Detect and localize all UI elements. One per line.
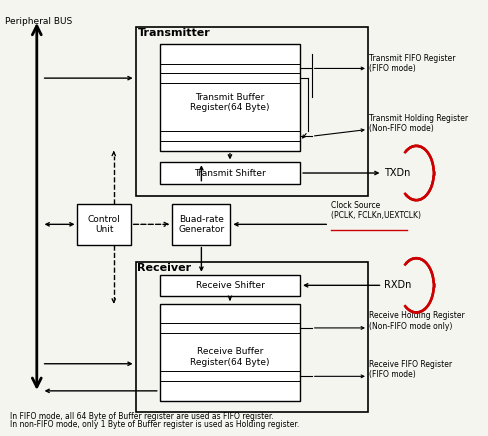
Text: In FIFO mode, all 64 Byte of Buffer register are used as FIFO register.: In FIFO mode, all 64 Byte of Buffer regi… — [10, 412, 273, 421]
Text: Peripheral BUS: Peripheral BUS — [5, 17, 72, 26]
Text: Transmit Buffer
Register(64 Byte): Transmit Buffer Register(64 Byte) — [190, 92, 270, 112]
Text: Receive FIFO Register
(FIFO mode): Receive FIFO Register (FIFO mode) — [369, 360, 452, 379]
Text: Control
Unit: Control Unit — [88, 215, 121, 234]
Text: Receiver: Receiver — [138, 263, 192, 273]
FancyBboxPatch shape — [160, 162, 300, 184]
FancyBboxPatch shape — [172, 204, 230, 245]
Text: TXDn: TXDn — [385, 168, 411, 178]
FancyBboxPatch shape — [160, 275, 300, 296]
Text: Receive Holding Register
(Non-FIFO mode only): Receive Holding Register (Non-FIFO mode … — [369, 311, 465, 331]
Text: Buad-rate
Generator: Buad-rate Generator — [178, 215, 224, 234]
Text: RXDn: RXDn — [385, 280, 412, 290]
Text: Clock Source
(PCLK, FCLKn,UEXTCLK): Clock Source (PCLK, FCLKn,UEXTCLK) — [331, 201, 421, 221]
Text: Receive Shifter: Receive Shifter — [196, 281, 264, 290]
Text: Receive Buffer
Register(64 Byte): Receive Buffer Register(64 Byte) — [190, 347, 270, 367]
Text: Transmit Shifter: Transmit Shifter — [194, 168, 266, 177]
Text: Transmitter: Transmitter — [138, 28, 210, 38]
FancyBboxPatch shape — [160, 304, 300, 401]
FancyBboxPatch shape — [160, 44, 300, 151]
Text: Transmit FIFO Register
(FIFO mode): Transmit FIFO Register (FIFO mode) — [369, 54, 455, 73]
FancyBboxPatch shape — [136, 27, 368, 196]
FancyBboxPatch shape — [136, 262, 368, 412]
FancyBboxPatch shape — [78, 204, 131, 245]
Text: Transmit Holding Register
(Non-FIFO mode): Transmit Holding Register (Non-FIFO mode… — [369, 114, 468, 133]
Text: In non-FIFO mode, only 1 Byte of Buffer register is used as Holding register.: In non-FIFO mode, only 1 Byte of Buffer … — [10, 420, 299, 429]
